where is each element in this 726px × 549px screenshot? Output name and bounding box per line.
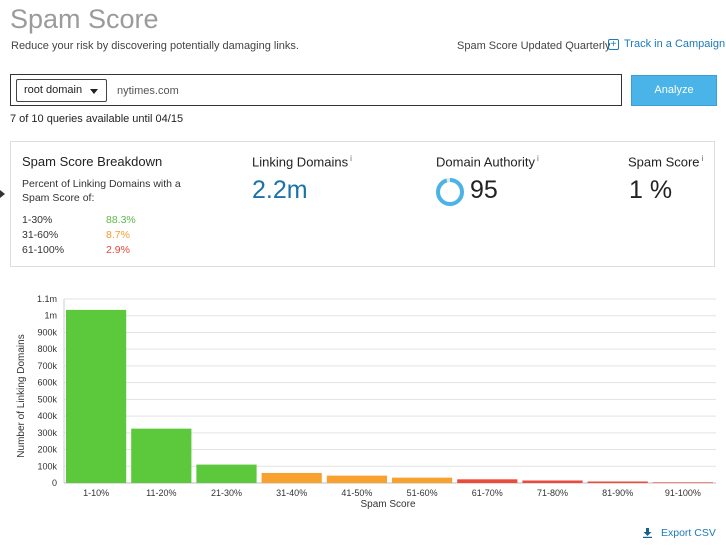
y-tick-label: 1.1m	[37, 294, 57, 304]
bar	[261, 472, 322, 483]
x-tick-label: 11-20%	[146, 488, 176, 498]
export-label: Export CSV	[661, 527, 716, 539]
x-tick-label: 81-90%	[602, 488, 633, 498]
y-axis-title: Number of Linking Domains	[16, 334, 27, 457]
y-tick-label: 600k	[37, 378, 57, 388]
page-title: Spam Score	[10, 4, 159, 34]
y-tick-label: 900k	[37, 327, 57, 337]
breakdown-row: 1-30% 88.3%	[22, 214, 152, 226]
x-tick-label: 61-70%	[472, 488, 503, 498]
scope-value: root domain	[24, 84, 83, 96]
bar	[522, 480, 583, 483]
x-tick-label: 31-40%	[276, 488, 307, 498]
bar	[587, 481, 648, 483]
breakdown-range: 1-30%	[22, 214, 53, 226]
bar	[66, 309, 127, 483]
domain-authority-label: Domain Authority i	[436, 154, 539, 170]
y-tick-label: 700k	[37, 361, 57, 371]
info-icon[interactable]: i	[537, 154, 539, 163]
breakdown-description: Percent of Linking Domains with a Spam S…	[22, 178, 181, 204]
breakdown-range: 31-60%	[22, 229, 59, 241]
x-tick-label: 21-30%	[211, 488, 242, 498]
scope-dropdown[interactable]: root domain	[16, 79, 107, 102]
x-tick-label: 41-50%	[341, 488, 372, 498]
breakdown-percent: 88.3%	[106, 214, 136, 226]
bar	[392, 477, 453, 483]
breakdown-percent: 2.9%	[106, 244, 130, 256]
authority-ring-icon	[436, 178, 464, 206]
x-axis-title: Spam Score	[360, 499, 415, 510]
y-tick-label: 500k	[37, 394, 57, 404]
page-subtitle: Reduce your risk by discovering potentia…	[11, 40, 299, 52]
breakdown-percent: 8.7%	[106, 229, 130, 241]
y-tick-label: 800k	[37, 344, 57, 354]
breakdown-row: 31-60% 8.7%	[22, 229, 152, 241]
search-bar: root domain	[10, 74, 622, 106]
bar	[131, 428, 192, 483]
analyze-button[interactable]: Analyze	[631, 75, 717, 106]
download-icon	[643, 528, 652, 538]
domain-authority-value: 95	[470, 176, 498, 204]
queries-remaining: 7 of 10 queries available until 04/15	[10, 113, 184, 125]
export-csv-link[interactable]: Export CSV	[643, 527, 716, 539]
linking-domains-label: Linking Domains i	[252, 154, 352, 170]
x-tick-label: 1-10%	[83, 488, 109, 498]
breakdown-title: Spam Score Breakdown	[22, 154, 163, 169]
y-tick-label: 0	[52, 478, 57, 488]
bar	[652, 482, 713, 483]
linking-domains-value: 2.2m	[252, 176, 308, 204]
info-icon[interactable]: i	[701, 154, 704, 163]
plus-box-icon: +	[608, 38, 619, 50]
summary-panel: Spam Score Breakdown Percent of Linking …	[10, 141, 715, 267]
y-tick-label: 400k	[37, 411, 57, 421]
breakdown-range: 61-100%	[22, 244, 65, 256]
update-note: Spam Score Updated Quarterly	[457, 40, 611, 52]
chevron-down-icon	[90, 89, 98, 94]
collapse-arrow-icon[interactable]	[0, 190, 5, 198]
spam-score-chart: 0 100k 200k 300k 400k 500k 600k 700k 800k 900k 1m 1…	[16, 294, 716, 510]
y-tick-label: 100k	[37, 461, 57, 471]
spam-score-label: Spam Score i	[628, 154, 704, 170]
x-tick-label: 91-100%	[665, 488, 701, 498]
bar	[196, 464, 257, 483]
domain-input[interactable]	[117, 81, 607, 101]
x-tick-label: 71-80%	[537, 488, 568, 498]
bar	[326, 475, 387, 483]
track-label: Track in a Campaign	[624, 38, 726, 50]
y-tick-label: 200k	[37, 445, 57, 455]
bar	[457, 479, 518, 483]
breakdown-row: 61-100% 2.9%	[22, 244, 152, 256]
track-in-campaign-link[interactable]: + Track in a Campaign	[608, 38, 725, 50]
info-icon[interactable]: i	[350, 154, 352, 163]
y-tick-label: 1m	[44, 311, 57, 321]
x-tick-label: 51-60%	[407, 488, 438, 498]
spam-score-value: 1 %	[629, 176, 673, 204]
y-tick-label: 300k	[37, 428, 57, 438]
